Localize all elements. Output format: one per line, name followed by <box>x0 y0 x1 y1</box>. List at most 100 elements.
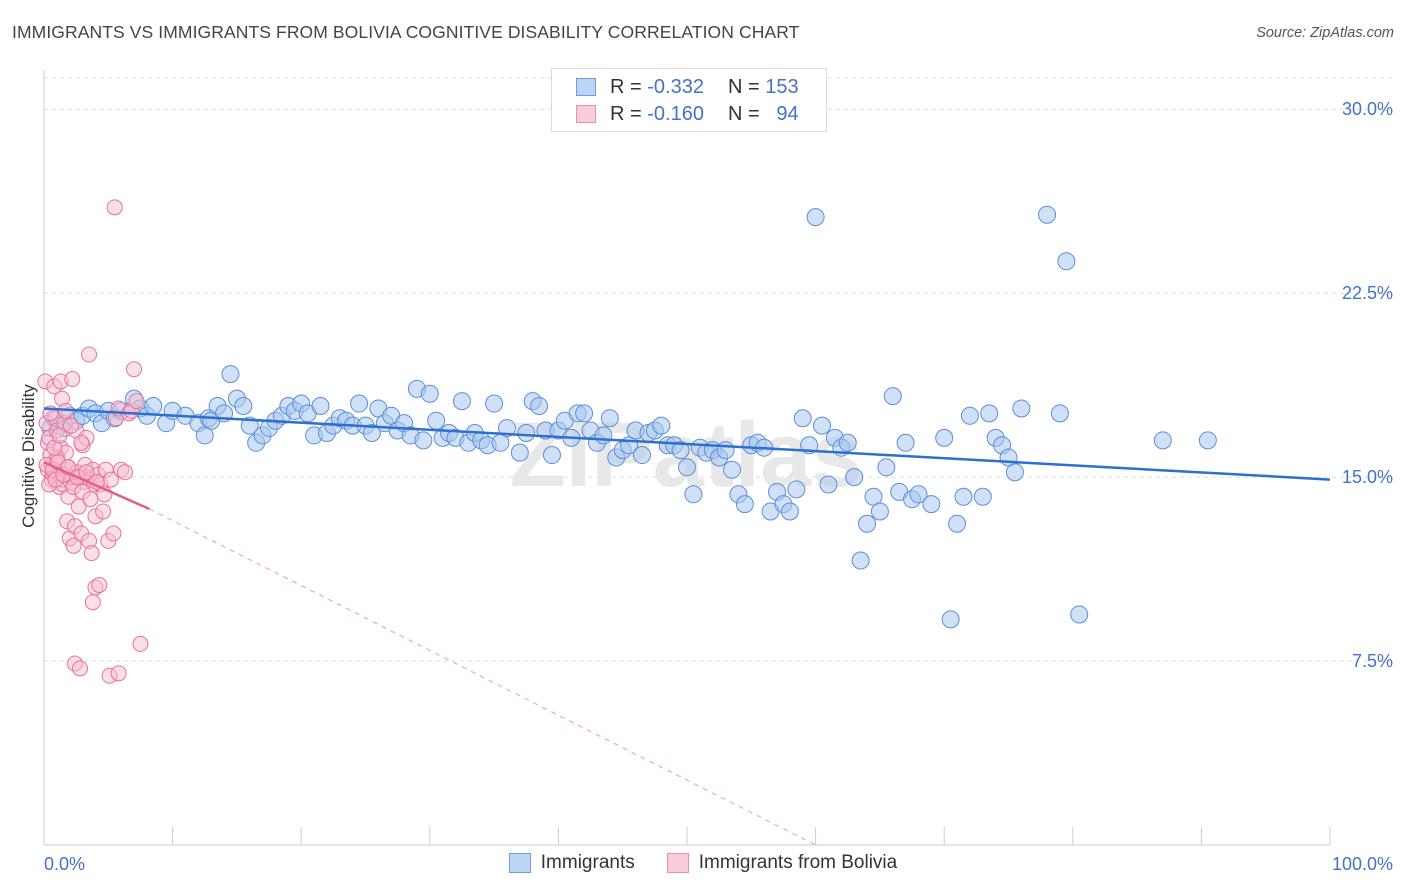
immigrants-point <box>960 406 979 425</box>
immigrants-point <box>858 514 877 533</box>
immigrants-point <box>806 208 825 227</box>
r-label: R = <box>610 102 642 125</box>
immigrants-point <box>851 551 870 570</box>
bolivia-point <box>63 417 80 434</box>
immigrants-point <box>1057 252 1076 271</box>
bolivia-point <box>126 361 143 378</box>
immigrants-point <box>870 502 889 521</box>
immigrants-point <box>716 441 735 460</box>
legend-item-bolivia[interactable]: Immigrants from Bolivia <box>666 852 898 874</box>
immigrants-point <box>1038 205 1057 224</box>
bolivia-point <box>78 464 95 481</box>
immigrants-point <box>350 394 369 413</box>
bolivia-trend-dashed <box>149 508 816 846</box>
immigrants-point <box>452 392 471 411</box>
immigrants-point <box>922 495 941 514</box>
bolivia-point <box>65 537 82 554</box>
bolivia-point <box>95 503 112 520</box>
immigrants-point <box>240 416 259 435</box>
legend-label: Immigrants from Bolivia <box>698 852 898 873</box>
bolivia-point <box>72 660 89 677</box>
tick-labels: 7.5% 15.0% 22.5% 30.0% 0.0% 100.0% <box>44 99 1393 874</box>
immigrants-point <box>1070 605 1089 624</box>
y-tick-label: 22.5% <box>1342 283 1393 303</box>
bolivia-trend-extension <box>149 508 816 846</box>
immigrants-point <box>427 411 446 430</box>
immigrants-point <box>735 495 754 514</box>
immigrants-point <box>652 416 671 435</box>
immigrants-point <box>787 480 806 499</box>
bolivia-point <box>128 393 145 410</box>
immigrants-point <box>311 396 330 415</box>
immigrants-point <box>1153 431 1172 450</box>
immigrants-point <box>600 409 619 428</box>
immigrants-point <box>723 460 742 479</box>
legend-label: Immigrants <box>540 852 635 873</box>
chart-title: IMMIGRANTS VS IMMIGRANTS FROM BOLIVIA CO… <box>12 22 800 42</box>
immigrants-point <box>414 431 433 450</box>
n-label: N = <box>727 102 760 125</box>
immigrants-point <box>510 443 529 462</box>
gridlines <box>44 77 1392 662</box>
immigrants-point <box>877 458 896 477</box>
immigrants-point <box>362 423 381 442</box>
legend-swatch-blue <box>576 78 596 96</box>
bolivia-point <box>73 434 90 451</box>
immigrants-point <box>1050 404 1069 423</box>
immigrants-point <box>221 365 240 384</box>
bolivia-point <box>82 491 99 508</box>
immigrants-point <box>896 433 915 452</box>
bolivia-point <box>51 427 68 444</box>
immigrants-point <box>684 485 703 504</box>
series-legend: Immigrants Immigrants from Bolivia <box>0 852 1406 874</box>
r-label: R = <box>610 75 642 98</box>
bolivia-point <box>70 498 87 515</box>
immigrants-point <box>813 416 832 435</box>
bolivia-point <box>81 346 98 363</box>
bolivia-point <box>105 525 122 542</box>
immigrants-point <box>954 487 973 506</box>
immigrants-point <box>941 610 960 629</box>
bolivia-trend-line <box>43 461 150 511</box>
legend-swatch-pink <box>576 105 596 123</box>
immigrants-point <box>678 458 696 477</box>
immigrants-point <box>845 468 864 487</box>
r-value: -0.160 <box>647 102 704 125</box>
immigrants-point <box>980 404 999 423</box>
immigrants-point <box>542 446 561 465</box>
y-tick-label: 7.5% <box>1352 651 1393 671</box>
y-tick-label: 15.0% <box>1342 467 1393 487</box>
immigrants-point <box>909 485 928 504</box>
immigrants-point <box>497 419 516 438</box>
y-tick-label: 30.0% <box>1342 99 1393 119</box>
immigrants-point <box>485 394 504 413</box>
legend-row-bolivia: R = -0.160 N = 94 <box>576 102 799 126</box>
stats-legend: R = -0.332 N = 153 R = -0.160 N = 94 <box>551 68 827 132</box>
x-tick-label: 0.0% <box>44 854 85 874</box>
immigrants-point <box>883 387 902 406</box>
immigrants-point <box>632 446 651 465</box>
bolivia-point <box>106 199 123 216</box>
bolivia-point <box>110 665 127 682</box>
immigrants-point <box>517 423 536 442</box>
n-value: 153 <box>765 75 799 98</box>
source-label: Source: ZipAtlas.com <box>1256 25 1394 41</box>
legend-row-immigrants: R = -0.332 N = 153 <box>576 75 799 99</box>
immigrants-point <box>973 487 992 506</box>
immigrants-point <box>530 396 549 415</box>
bolivia-point <box>132 635 149 652</box>
bolivia-point <box>91 577 108 594</box>
immigrants-point <box>948 514 967 533</box>
immigrants-point <box>1012 399 1031 418</box>
legend-swatch-blue <box>508 853 531 873</box>
legend-item-immigrants[interactable]: Immigrants <box>508 852 635 874</box>
immigrants-point <box>144 396 163 415</box>
n-value: 94 <box>776 102 799 125</box>
immigrants-point <box>838 433 857 452</box>
immigrants-point <box>793 409 812 428</box>
bolivia-points <box>37 199 149 684</box>
x-tick-label: 100.0% <box>1332 854 1393 874</box>
bolivia-point <box>83 545 100 562</box>
trend-lines <box>43 407 1331 511</box>
immigrants-point <box>1198 431 1217 450</box>
